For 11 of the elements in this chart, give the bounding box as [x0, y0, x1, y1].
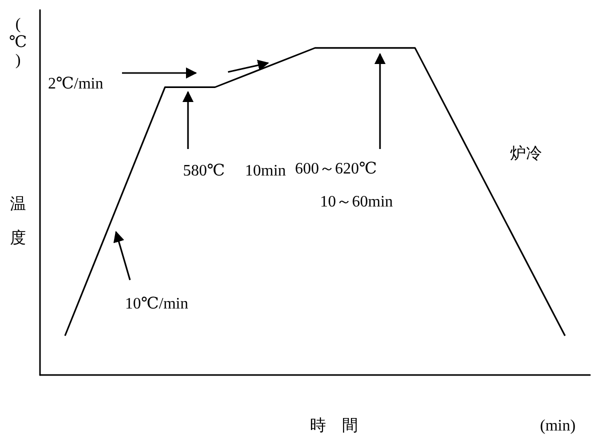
x-axis-title: 時 間: [310, 416, 358, 434]
annotation: 600～620℃: [295, 160, 377, 178]
annotation: 10℃/min: [125, 296, 188, 312]
text: (min): [540, 418, 576, 434]
text: (℃): [8, 16, 28, 70]
annotation: 10min: [245, 162, 286, 180]
annotation: 炉冷: [510, 144, 542, 162]
annotation: 10～60min: [320, 194, 393, 210]
annotation: 2℃/min: [48, 76, 104, 92]
y-axis-title: 温度: [9, 196, 27, 248]
annotation: 580℃: [183, 162, 225, 180]
